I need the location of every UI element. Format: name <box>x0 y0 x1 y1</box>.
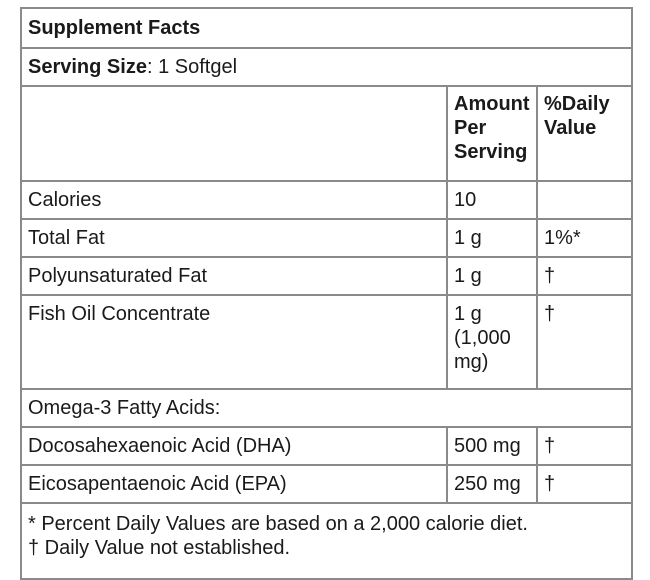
table-title: Supplement Facts <box>19 7 634 49</box>
nutrient-row: Calories 10 <box>20 180 634 220</box>
nutrient-amount: 1 g <box>446 218 538 258</box>
nutrient-daily-value <box>535 180 634 220</box>
nutrient-row: Polyunsaturated Fat 1 g † <box>20 256 634 296</box>
header-blank-cell <box>20 85 448 182</box>
title-row: Supplement Facts <box>19 7 634 49</box>
nutrient-row: Total Fat 1 g 1%* <box>20 218 634 258</box>
serving-size-separator: : <box>146 56 159 78</box>
nutrient-row: Eicosapentaenoic Acid (EPA) 250 mg † <box>20 464 634 504</box>
amount-per-serving-header: Amount Per Serving <box>446 85 538 182</box>
section-heading: Omega-3 Fatty Acids: <box>19 388 634 428</box>
footnote-not-established: † Daily Value not established. <box>28 537 291 559</box>
supplement-facts-table: Supplement Facts Serving Size: 1 Softgel… <box>19 7 634 580</box>
serving-size: Serving Size: 1 Softgel <box>19 47 634 87</box>
nutrient-amount: 1 g (1,000 mg) <box>446 294 538 390</box>
section-row: Omega-3 Fatty Acids: <box>19 388 634 428</box>
nutrient-daily-value: † <box>535 464 634 504</box>
daily-value-header: %Daily Value <box>535 85 634 182</box>
nutrient-name: Total Fat <box>20 218 448 258</box>
nutrient-amount: 1 g <box>446 256 538 296</box>
nutrient-row: Fish Oil Concentrate 1 g (1,000 mg) † <box>20 294 634 390</box>
serving-size-row: Serving Size: 1 Softgel <box>19 47 634 87</box>
serving-size-label: Serving Size <box>28 56 147 78</box>
footnote-percent-daily: * Percent Daily Values are based on a 2,… <box>28 513 528 535</box>
serving-size-value: 1 Softgel <box>158 56 238 78</box>
nutrient-daily-value: 1%* <box>535 218 634 258</box>
footnotes: * Percent Daily Values are based on a 2,… <box>19 502 634 580</box>
nutrient-name: Eicosapentaenoic Acid (EPA) <box>20 464 448 504</box>
nutrient-name: Polyunsaturated Fat <box>20 256 448 296</box>
nutrient-daily-value: † <box>535 256 634 296</box>
nutrient-name: Fish Oil Concentrate <box>20 294 448 390</box>
footnote-row: * Percent Daily Values are based on a 2,… <box>19 502 634 580</box>
column-header-row: Amount Per Serving %Daily Value <box>20 85 634 182</box>
nutrient-name: Docosahexaenoic Acid (DHA) <box>20 426 448 466</box>
nutrient-amount: 500 mg <box>446 426 538 466</box>
nutrient-row: Docosahexaenoic Acid (DHA) 500 mg † <box>20 426 634 466</box>
nutrient-daily-value: † <box>535 294 634 390</box>
nutrient-amount: 10 <box>446 180 538 220</box>
nutrient-name: Calories <box>20 180 448 220</box>
nutrient-daily-value: † <box>535 426 634 466</box>
nutrient-amount: 250 mg <box>446 464 538 504</box>
